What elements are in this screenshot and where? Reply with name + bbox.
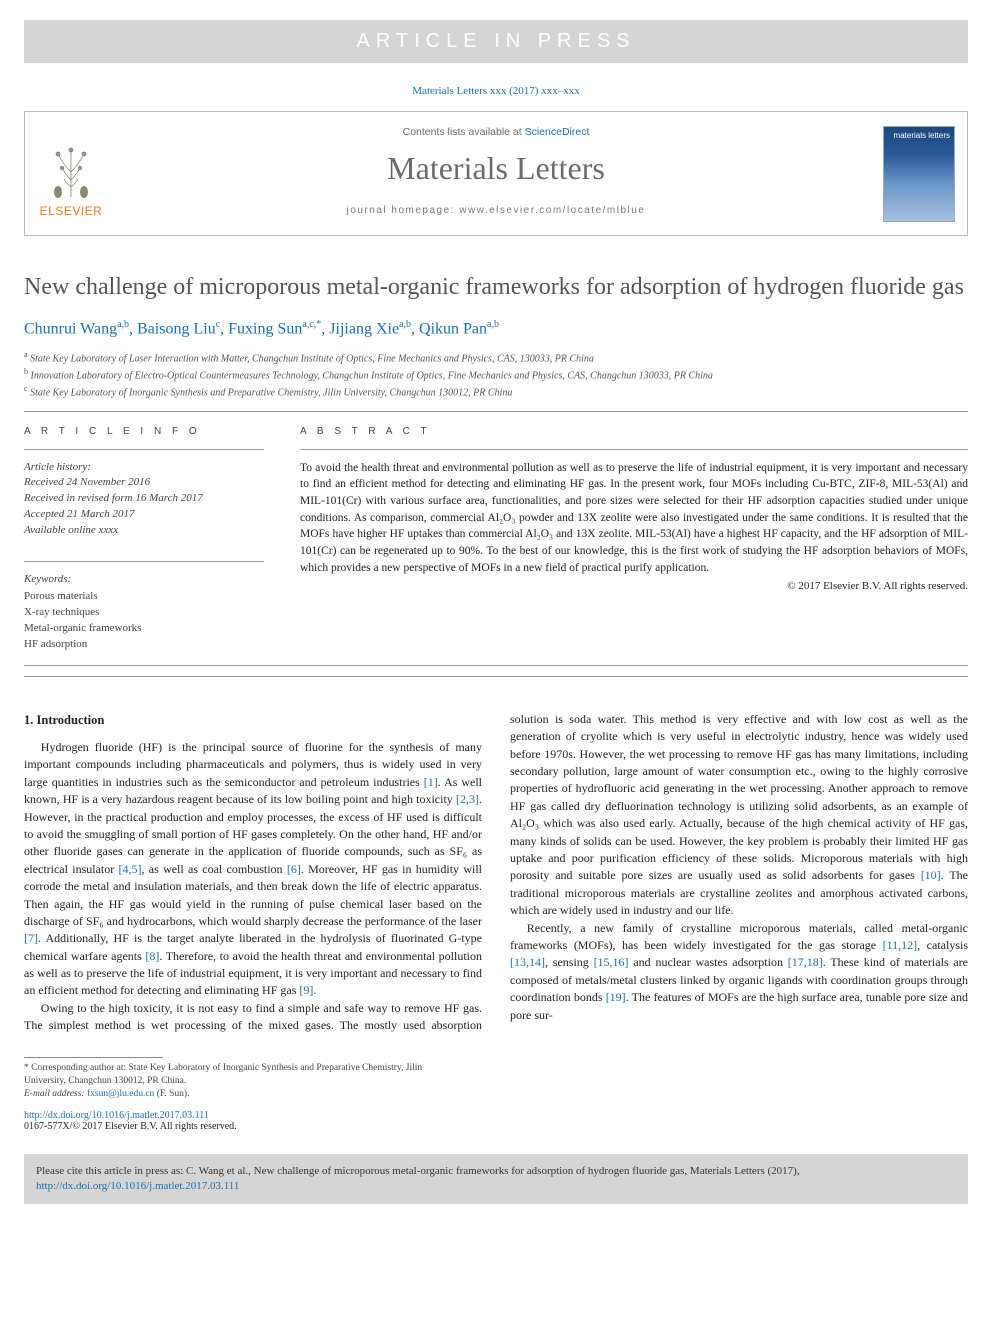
author-affiliation-marker: a,b (117, 319, 129, 330)
citation-ref[interactable]: [4,5] (119, 862, 142, 876)
citation-ref[interactable]: [11,12] (883, 938, 918, 952)
journal-homepage: journal homepage: www.elsevier.com/locat… (120, 205, 872, 216)
article-meta-row: A R T I C L E I N F O Article history: R… (24, 426, 968, 653)
online-date: Available online xxxx (24, 524, 118, 536)
citation-ref[interactable]: [2,3] (456, 792, 479, 806)
section-heading: 1. Introduction (24, 711, 482, 729)
citation-text: Please cite this article in press as: C.… (36, 1165, 800, 1177)
issn-line: 0167-577X/© 2017 Elsevier B.V. All right… (24, 1121, 968, 1132)
citation-ref[interactable]: [19] (606, 990, 626, 1004)
keyword-item: Porous materials (24, 589, 264, 605)
keywords-label: Keywords: (24, 572, 264, 588)
divider (24, 676, 968, 677)
divider (24, 411, 968, 412)
affiliations: a State Key Laboratory of Laser Interact… (24, 349, 968, 401)
citation-box: Please cite this article in press as: C.… (24, 1154, 968, 1205)
citation-ref[interactable]: [13,14] (510, 955, 545, 969)
article-info-label: A R T I C L E I N F O (24, 426, 264, 437)
citation-ref[interactable]: [15,16] (594, 955, 629, 969)
sciencedirect-link[interactable]: ScienceDirect (525, 126, 590, 138)
article-history: Article history: Received 24 November 20… (24, 460, 264, 540)
affiliation-line: b Innovation Laboratory of Electro-Optic… (24, 366, 968, 383)
doi-block: http://dx.doi.org/10.1016/j.matlet.2017.… (24, 1110, 968, 1132)
author-list: Chunrui Wanga,b, Baisong Liuc, Fuxing Su… (24, 319, 968, 338)
author-name[interactable]: Jijiang Xie (329, 321, 399, 338)
email-link[interactable]: fxsun@jlu.edu.cn (87, 1089, 154, 1099)
citation-doi-link[interactable]: http://dx.doi.org/10.1016/j.matlet.2017.… (36, 1180, 239, 1192)
article-title: New challenge of microporous metal-organ… (24, 272, 968, 303)
author-name[interactable]: Chunrui Wang (24, 321, 117, 338)
divider (300, 449, 968, 450)
abstract-label: A B S T R A C T (300, 426, 968, 437)
publisher-logo[interactable]: ELSEVIER (37, 130, 105, 218)
author-affiliation-marker: a,c,* (302, 319, 321, 330)
paragraph: Recently, a new family of crystalline mi… (510, 920, 968, 1024)
keywords: Keywords: Porous materialsX-ray techniqu… (24, 572, 264, 653)
journal-cover-thumbnail[interactable]: materials letters (883, 126, 955, 222)
doi-link[interactable]: http://dx.doi.org/10.1016/j.matlet.2017.… (24, 1110, 968, 1121)
journal-header: ELSEVIER materials letters Contents list… (24, 111, 968, 236)
citation-ref[interactable]: [9] (299, 983, 313, 997)
footnote-rule (24, 1057, 163, 1058)
article-info-column: A R T I C L E I N F O Article history: R… (24, 426, 264, 653)
citation-line: Materials Letters xxx (2017) xxx–xxx (24, 85, 968, 97)
keyword-item: HF adsorption (24, 637, 264, 653)
divider (24, 561, 264, 562)
elsevier-tree-icon (48, 142, 94, 200)
author-affiliation-marker: c (216, 319, 220, 330)
keyword-item: X-ray techniques (24, 605, 264, 621)
cover-label: materials letters (894, 131, 950, 140)
author-name[interactable]: Baisong Liu (137, 321, 216, 338)
abstract-column: A B S T R A C T To avoid the health thre… (300, 426, 968, 653)
author-name[interactable]: Qikun Pan (419, 321, 487, 338)
citation-ref[interactable]: [1] (424, 775, 438, 789)
author-affiliation-marker: a,b (399, 319, 411, 330)
publisher-name: ELSEVIER (40, 204, 103, 218)
author-name[interactable]: Fuxing Sun (228, 321, 302, 338)
citation-ref[interactable]: [7] (24, 931, 38, 945)
journal-title: Materials Letters (120, 150, 872, 187)
citation-ref[interactable]: [6] (287, 862, 301, 876)
author-affiliation-marker: a,b (487, 319, 499, 330)
contents-available-line: Contents lists available at ScienceDirec… (120, 126, 872, 138)
citation-ref[interactable]: [10] (921, 868, 941, 882)
keyword-item: Metal-organic frameworks (24, 621, 264, 637)
corresponding-author: * Corresponding author at: State Key Lab… (24, 1062, 458, 1089)
history-label: Article history: (24, 461, 91, 473)
affiliation-line: a State Key Laboratory of Laser Interact… (24, 349, 968, 366)
divider (24, 665, 968, 666)
email-line: E-mail address: fxsun@jlu.edu.cn (F. Sun… (24, 1088, 458, 1101)
homepage-url[interactable]: www.elsevier.com/locate/mlblue (459, 205, 645, 216)
citation-ref[interactable]: [17,18] (788, 955, 823, 969)
keyword-list: Porous materialsX-ray techniquesMetal-or… (24, 589, 264, 653)
affiliation-line: c State Key Laboratory of Inorganic Synt… (24, 383, 968, 400)
footnotes: * Corresponding author at: State Key Lab… (24, 1057, 458, 1102)
paragraph: Hydrogen fluoride (HF) is the principal … (24, 739, 482, 1000)
contents-prefix: Contents lists available at (403, 126, 525, 138)
accepted-date: Accepted 21 March 2017 (24, 508, 134, 520)
revised-date: Received in revised form 16 March 2017 (24, 492, 203, 504)
homepage-label: journal homepage: (347, 205, 460, 216)
copyright: © 2017 Elsevier B.V. All rights reserved… (300, 580, 968, 592)
article-body: 1. Introduction Hydrogen fluoride (HF) i… (24, 711, 968, 1035)
divider (24, 449, 264, 450)
abstract-text: To avoid the health threat and environme… (300, 460, 968, 577)
received-date: Received 24 November 2016 (24, 476, 150, 488)
article-in-press-banner: ARTICLE IN PRESS (24, 20, 968, 63)
citation-ref[interactable]: [8] (145, 949, 159, 963)
